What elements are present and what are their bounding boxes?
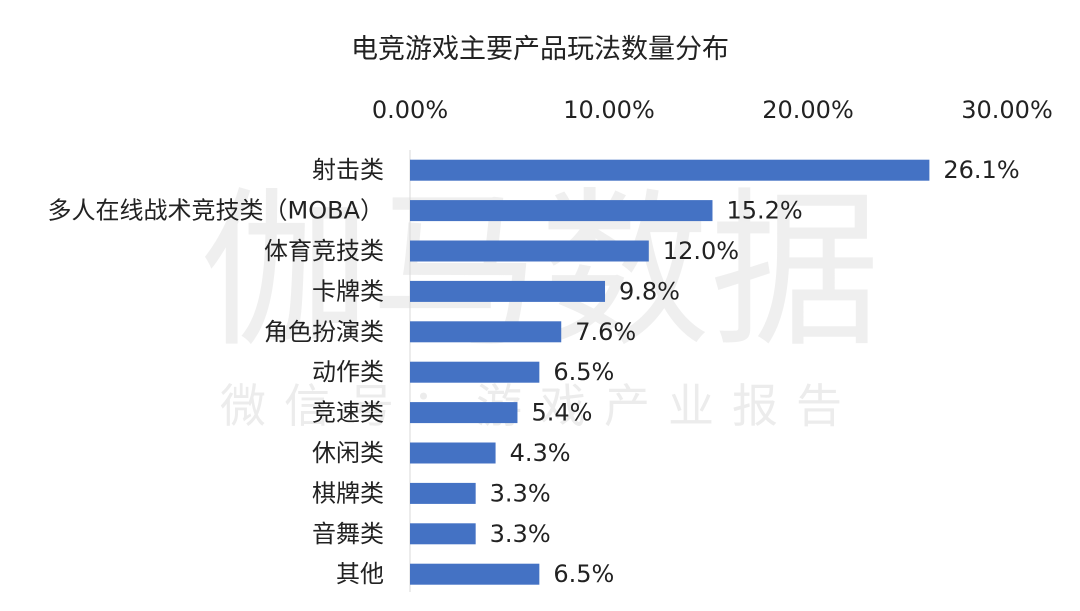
category-label: 多人在线战术竞技类（MOBA）: [48, 197, 384, 225]
data-label: 12.0%: [663, 237, 739, 265]
bar: [410, 321, 562, 343]
bar: [410, 563, 540, 585]
data-label: 6.5%: [553, 560, 614, 588]
category-label: 体育竞技类: [264, 237, 384, 265]
category-label: 动作类: [312, 358, 384, 386]
data-label: 3.3%: [490, 520, 551, 548]
bar: [410, 402, 518, 424]
bar: [410, 280, 606, 302]
x-tick-label: 0.00%: [372, 96, 448, 124]
category-label: 休闲类: [312, 439, 384, 467]
data-label: 3.3%: [490, 479, 551, 507]
x-tick-label: 30.00%: [961, 96, 1053, 124]
category-label: 音舞类: [312, 520, 384, 548]
x-axis-ticks: 0.00% 10.00% 20.00% 30.00%: [372, 96, 1053, 124]
category-label: 角色扮演类: [264, 318, 384, 346]
chart-title: 电竞游戏主要产品玩法数量分布: [351, 34, 729, 65]
data-label: 15.2%: [726, 197, 802, 225]
watermark-sub: 微信号：游戏产业报告: [220, 379, 860, 433]
bar: [410, 442, 496, 464]
data-label: 7.6%: [575, 318, 636, 346]
data-label: 4.3%: [510, 439, 571, 467]
bar: [410, 200, 713, 222]
bar: [410, 523, 476, 545]
data-label: 6.5%: [553, 358, 614, 386]
data-label: 9.8%: [619, 277, 680, 305]
bar: [410, 240, 649, 262]
x-tick-label: 10.00%: [563, 96, 655, 124]
bar: [410, 361, 540, 383]
bar: [410, 482, 476, 504]
bar: [410, 159, 930, 181]
category-label: 棋牌类: [312, 479, 384, 507]
bars: [410, 159, 930, 585]
data-label: 26.1%: [943, 156, 1019, 184]
category-label: 其他: [336, 560, 384, 588]
category-label: 卡牌类: [312, 277, 384, 305]
data-labels: 26.1% 15.2% 12.0% 9.8% 7.6% 6.5% 5.4% 4.3% 3.3% 3…: [490, 156, 1020, 588]
data-label: 5.4%: [531, 399, 592, 427]
x-tick-label: 20.00%: [762, 96, 854, 124]
category-label: 射击类: [312, 156, 384, 184]
category-label: 竞速类: [312, 399, 384, 427]
